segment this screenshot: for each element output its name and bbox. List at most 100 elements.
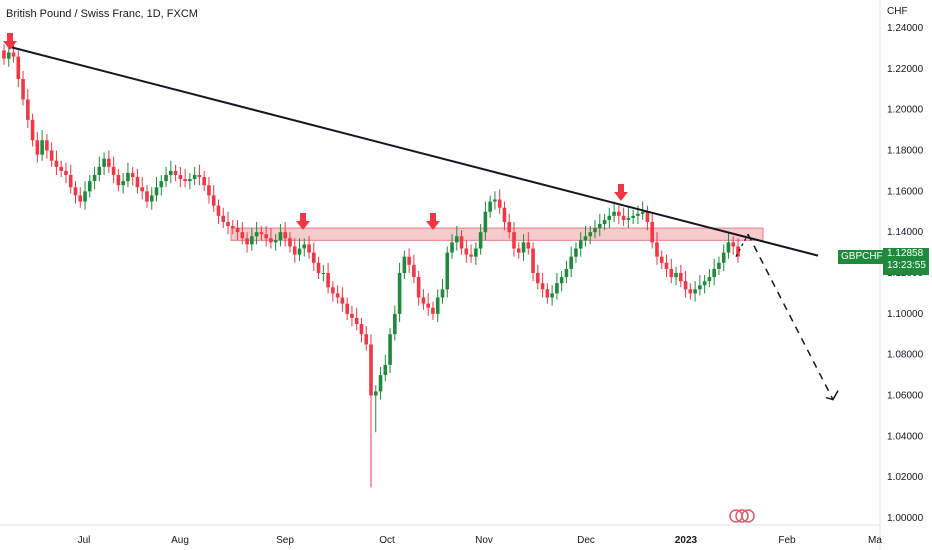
- candle-body: [288, 238, 292, 247]
- x-tick-label: Sep: [276, 535, 294, 546]
- candle-body: [435, 297, 440, 314]
- candle-body: [135, 177, 140, 188]
- resistance-zone: [230, 227, 764, 241]
- candle-body: [259, 232, 264, 235]
- candle-body: [235, 228, 240, 233]
- candle-body: [388, 334, 392, 365]
- candle-body: [588, 232, 593, 237]
- pullback-line: [735, 233, 749, 257]
- candle-body: [116, 175, 121, 186]
- candle-body: [97, 166, 102, 175]
- candle-body: [555, 283, 559, 294]
- candle-body: [512, 232, 516, 249]
- candle-body: [574, 248, 578, 257]
- candle-body: [593, 228, 597, 233]
- sell-arrow-1: [3, 33, 17, 50]
- candle-body: [321, 273, 326, 274]
- candle-body: [636, 213, 640, 216]
- candle-body: [698, 285, 702, 290]
- candle-body: [6, 52, 11, 59]
- candle-body: [683, 281, 688, 290]
- candle-body: [16, 56, 21, 80]
- candle-body: [49, 150, 54, 161]
- candle-body: [726, 242, 731, 253]
- candle-body: [445, 252, 450, 290]
- candle-body: [373, 391, 378, 396]
- projection-arrowhead: [825, 390, 839, 401]
- candle-body: [188, 179, 192, 182]
- candle-body: [545, 289, 550, 298]
- candle-body: [40, 140, 44, 155]
- x-tick-label: Oct: [379, 535, 395, 546]
- candle-body: [464, 248, 469, 255]
- candle-body: [73, 187, 78, 196]
- candle-body: [35, 140, 40, 155]
- candle-body: [369, 344, 373, 396]
- candle-body: [426, 303, 430, 308]
- candle-body: [331, 287, 335, 294]
- candle-body: [278, 232, 283, 241]
- candle-body: [250, 236, 254, 245]
- candle-body: [550, 293, 554, 298]
- candle-body: [617, 211, 621, 216]
- candle-body: [702, 281, 707, 286]
- candle-body: [612, 211, 616, 216]
- candle-body: [164, 175, 168, 182]
- candle-body: [450, 242, 454, 253]
- candle-body: [183, 179, 187, 182]
- candle-body: [431, 307, 435, 314]
- candle-body: [650, 221, 655, 243]
- candle-body: [68, 175, 73, 188]
- candle-body: [297, 248, 302, 255]
- candle-body: [30, 119, 35, 141]
- candle-body: [540, 283, 545, 290]
- candle-body: [226, 221, 230, 227]
- candle-body: [78, 195, 83, 202]
- candle-body: [659, 256, 664, 263]
- candle-body: [240, 232, 245, 239]
- candle-body: [54, 160, 59, 167]
- candle-body: [364, 334, 369, 345]
- candle-body: [149, 195, 154, 202]
- candle-body: [211, 195, 216, 206]
- candle-body: [326, 273, 330, 288]
- candle-body: [111, 166, 116, 175]
- y-tick-label: 1.18000: [887, 146, 924, 157]
- y-tick-label: 1.10000: [887, 309, 924, 320]
- candle-body: [130, 172, 135, 178]
- price-axis-unit: CHF: [887, 6, 908, 17]
- candle-body: [154, 187, 159, 196]
- candle-body: [92, 175, 97, 182]
- y-tick-label: 1.06000: [887, 391, 924, 402]
- sell-arrow-4: [614, 184, 628, 201]
- candle-body: [126, 172, 130, 182]
- candle-body: [516, 248, 521, 253]
- candle-body: [254, 232, 259, 237]
- candle-body: [21, 79, 25, 100]
- candle-body: [412, 264, 416, 278]
- candle-body: [421, 297, 426, 304]
- candle-body: [202, 177, 206, 186]
- candle-body: [264, 234, 268, 239]
- y-tick-label: 1.24000: [887, 23, 924, 34]
- candle-body: [230, 226, 235, 229]
- candle-body: [145, 191, 149, 202]
- candle-body: [454, 236, 459, 243]
- candle-body: [383, 364, 388, 376]
- candle-body: [602, 219, 607, 224]
- candle-body: [378, 375, 383, 392]
- candle-body: [655, 242, 659, 257]
- candle-body: [26, 99, 30, 120]
- candle-body: [707, 277, 712, 282]
- x-tick-label: 2023: [675, 535, 698, 546]
- candle-body: [578, 240, 583, 249]
- candle-body: [469, 254, 473, 257]
- candle-body: [721, 252, 726, 263]
- candle-body: [407, 256, 411, 265]
- candle-body: [669, 268, 674, 278]
- x-tick-label: Ma: [868, 535, 882, 546]
- candle-body: [712, 268, 716, 278]
- candle-body: [717, 262, 721, 269]
- candle-body: [397, 273, 402, 314]
- candle-body: [640, 211, 645, 214]
